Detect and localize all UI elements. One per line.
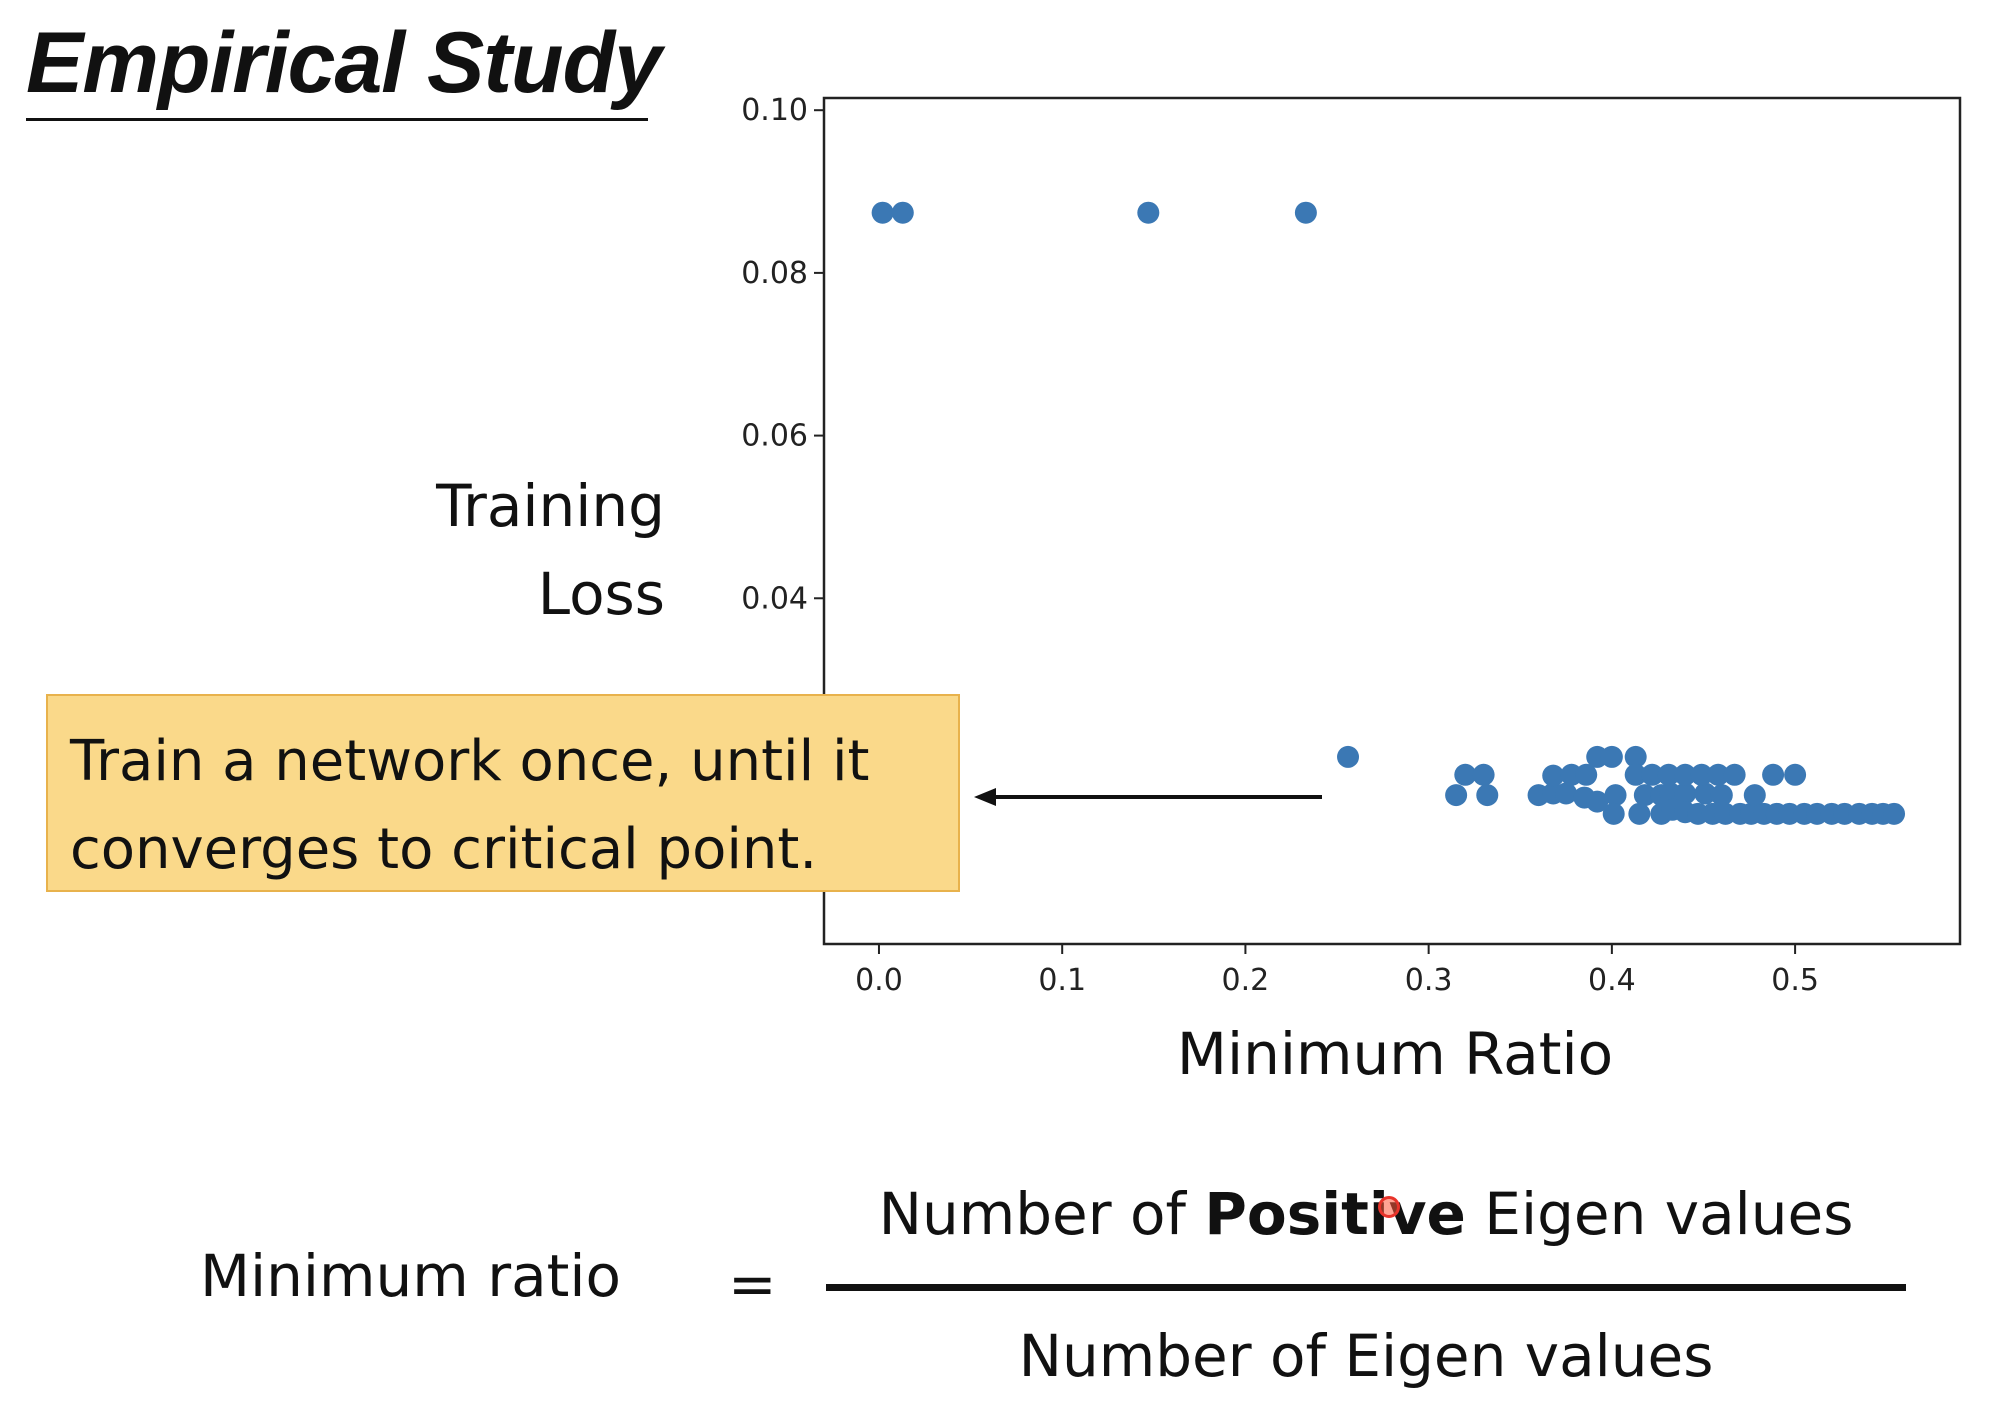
scatter-point — [1445, 784, 1468, 807]
scatter-point — [1641, 763, 1664, 786]
formula-numerator: Number of Positive Eigen values — [826, 1180, 1906, 1248]
callout-line-2: converges to critical point. — [70, 817, 818, 882]
y-tick-label: 0.10 — [741, 93, 808, 128]
scatter-point — [1710, 784, 1733, 807]
scatter-point — [1694, 782, 1717, 805]
slide-title: Empirical Study — [26, 15, 662, 111]
plot-frame — [822, 96, 1962, 946]
callout-box: Train a network once, until it converges… — [46, 694, 960, 892]
scatter-point — [1555, 782, 1578, 805]
x-tick-label: 0.3 — [1405, 963, 1453, 998]
y-axis-label-line-1: Training — [436, 472, 665, 540]
pointer-cursor-icon — [1378, 1196, 1400, 1218]
x-tick-label: 0.2 — [1222, 963, 1270, 998]
y-axis-label: Training Loss — [436, 462, 665, 638]
numerator-bold: Positive — [1204, 1180, 1466, 1248]
callout-arrow-head — [974, 788, 996, 806]
x-tick-label: 0.4 — [1588, 963, 1636, 998]
scatter-point — [1784, 763, 1807, 786]
formula-equals: = — [728, 1250, 777, 1318]
x-axis-label: Minimum Ratio — [1177, 1020, 1613, 1088]
scatter-point — [1476, 784, 1499, 807]
scatter-point — [891, 201, 914, 224]
x-tick-label: 0.5 — [1771, 963, 1819, 998]
scatter-point — [1604, 784, 1627, 807]
scatter-point — [1723, 763, 1746, 786]
formula-lhs: Minimum ratio — [200, 1242, 621, 1310]
scatter-point — [1628, 802, 1651, 825]
scatter-point — [1674, 763, 1697, 786]
scatter-point — [1294, 201, 1317, 224]
y-axis-label-line-2: Loss — [537, 560, 665, 628]
scatter-point — [1600, 745, 1623, 768]
x-tick-label: 0.1 — [1038, 963, 1086, 998]
scatter-point — [1586, 790, 1609, 813]
scatter-point — [1743, 784, 1766, 807]
x-tick-label: 0.0 — [855, 963, 903, 998]
scatter-point — [1624, 745, 1647, 768]
title-underline — [26, 118, 648, 121]
scatter-point — [1472, 763, 1495, 786]
scatter-point — [1674, 782, 1697, 805]
numerator-post: Eigen values — [1465, 1180, 1854, 1248]
scatter-point — [1602, 802, 1625, 825]
scatter-point — [1707, 763, 1730, 786]
scatter-point — [1575, 763, 1598, 786]
y-tick-label: 0.06 — [741, 419, 808, 454]
scatter-point — [1690, 763, 1713, 786]
formula-denominator: Number of Eigen values — [1018, 1322, 1714, 1390]
scatter-point — [871, 201, 894, 224]
scatter-point — [1762, 763, 1785, 786]
scatter-point — [1337, 745, 1360, 768]
scatter-point — [1137, 201, 1160, 224]
fraction-bar — [826, 1284, 1906, 1291]
scatter-point — [1633, 784, 1656, 807]
scatter-point — [1454, 763, 1477, 786]
callout-line-1: Train a network once, until it — [70, 729, 870, 794]
scatter-point — [1624, 763, 1647, 786]
scatter-point — [1542, 764, 1565, 787]
y-tick-label: 0.08 — [741, 256, 808, 291]
numerator-pre: Number of — [878, 1180, 1205, 1248]
y-tick-label: 0.04 — [741, 581, 808, 616]
scatter-point — [1657, 763, 1680, 786]
scatter-point — [1883, 802, 1906, 825]
